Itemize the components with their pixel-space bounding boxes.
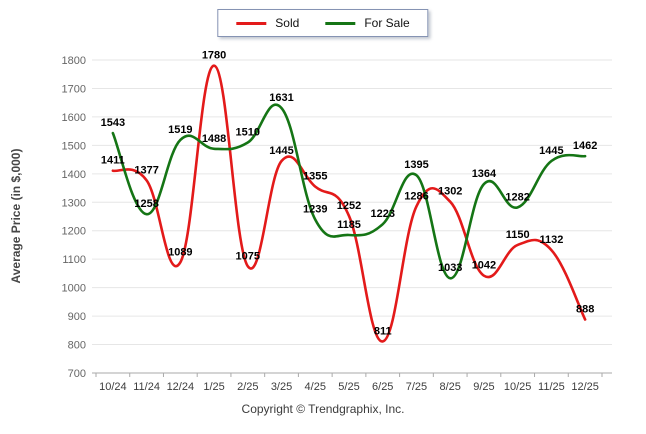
y-axis-tick-label: 1400	[62, 169, 86, 181]
data-label-for-sale: 1223	[370, 208, 394, 220]
data-label-for-sale: 1282	[505, 191, 529, 203]
data-label-sold: 1132	[539, 234, 563, 246]
x-axis-category-label: 10/25	[504, 381, 532, 393]
legend-item-for-sale: For Sale	[325, 16, 410, 30]
for-sale-line-swatch	[325, 21, 356, 25]
x-axis-category-label: 11/24	[133, 381, 160, 393]
data-label-sold: 1445	[269, 145, 293, 157]
data-label-for-sale: 1543	[101, 117, 125, 129]
y-axis-tick-label: 900	[68, 311, 86, 323]
legend-label-for-sale: For Sale	[364, 16, 410, 30]
data-label-sold: 1302	[438, 186, 462, 198]
x-axis-category-label: 10/24	[99, 381, 127, 393]
data-label-sold: 888	[576, 304, 594, 316]
series-line-for-sale	[111, 103, 587, 280]
sold-line-swatch	[236, 21, 267, 25]
data-label-sold: 1042	[472, 260, 496, 272]
data-label-for-sale: 1488	[202, 133, 226, 145]
data-label-sold: 1150	[506, 229, 530, 241]
data-label-for-sale: 1631	[269, 92, 293, 104]
x-axis-category-label: 12/24	[167, 381, 195, 393]
y-axis-tick-label: 700	[68, 368, 86, 380]
y-axis-tick-label: 1000	[62, 283, 86, 295]
x-axis-category-label: 6/25	[372, 381, 393, 393]
x-axis-category-label: 8/25	[439, 381, 460, 393]
x-axis-category-label: 11/25	[538, 381, 565, 393]
data-label-sold: 811	[374, 325, 392, 337]
data-label-sold: 1089	[168, 246, 192, 258]
y-axis-tick-label: 1800	[62, 55, 86, 67]
data-label-for-sale: 1364	[472, 168, 497, 180]
x-axis-category-label: 2/25	[237, 381, 258, 393]
data-label-sold: 1075	[236, 250, 260, 262]
y-axis-tick-label: 1500	[62, 140, 86, 152]
y-axis-tick-label: 1300	[62, 197, 86, 209]
legend-label-sold: Sold	[275, 16, 300, 30]
data-label-sold: 1411	[101, 155, 125, 167]
y-axis-tick-label: 1200	[62, 226, 86, 238]
data-label-sold: 1355	[303, 171, 327, 183]
data-label-for-sale: 1258	[134, 198, 158, 210]
x-axis-category-label: 3/25	[271, 381, 292, 393]
x-axis-category-label: 4/25	[305, 381, 326, 393]
data-label-for-sale: 1462	[573, 140, 597, 152]
data-label-for-sale: 1519	[168, 124, 192, 136]
data-label-sold: 1780	[202, 50, 226, 62]
data-label-for-sale: 1033	[438, 262, 462, 274]
series-line-sold	[111, 64, 587, 343]
data-label-for-sale: 1510	[236, 127, 260, 139]
copyright-text: Copyright © Trendgraphix, Inc.	[241, 402, 405, 416]
data-label-sold: 1377	[134, 164, 158, 176]
y-axis-tick-label: 1100	[62, 254, 86, 266]
y-axis-tick-label: 1600	[62, 112, 86, 124]
data-label-sold: 1252	[337, 200, 361, 212]
legend-item-sold: Sold	[236, 16, 299, 30]
x-axis-category-label: 1/25	[203, 381, 224, 393]
data-label-for-sale: 1185	[337, 219, 361, 231]
x-axis-category-label: 12/25	[571, 381, 599, 393]
y-axis-tick-label: 800	[68, 340, 86, 352]
x-axis-category-label: 7/25	[406, 381, 427, 393]
data-label-sold: 1286	[404, 190, 428, 202]
x-axis-category-label: 5/25	[338, 381, 359, 393]
data-label-for-sale: 1239	[303, 204, 327, 216]
chart-legend: Sold For Sale	[217, 9, 429, 37]
x-axis-category-label: 9/25	[473, 381, 494, 393]
y-axis-title: Average Price (in $,000)	[9, 148, 23, 284]
data-label-for-sale: 1445	[539, 145, 563, 157]
y-axis-tick-label: 1700	[62, 83, 86, 95]
data-label-for-sale: 1395	[404, 159, 428, 171]
